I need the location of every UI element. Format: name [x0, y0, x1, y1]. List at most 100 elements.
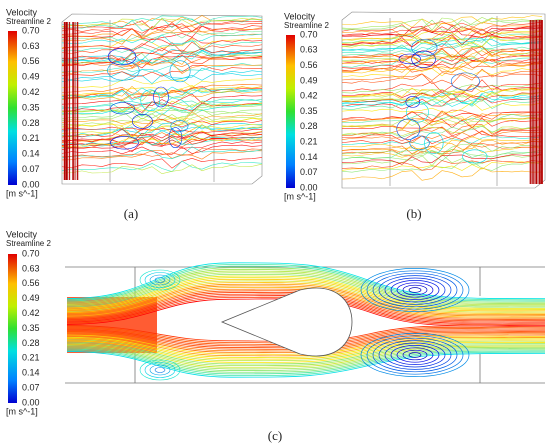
vortex [409, 135, 430, 151]
legend-subtitle: Streamline 2 [6, 239, 51, 248]
streamline [341, 47, 543, 58]
channel [65, 262, 546, 384]
colorbar-tick-label: 0.14 [22, 149, 40, 159]
streamline [341, 72, 543, 85]
legend-unit: [m s^-1] [6, 188, 38, 198]
vortex [366, 335, 464, 375]
streamline [341, 30, 543, 41]
streamline [61, 23, 263, 37]
streamline [341, 67, 543, 79]
streamline [66, 341, 546, 365]
streamline [341, 22, 543, 37]
streamline [341, 59, 543, 73]
streamline [61, 84, 263, 95]
colorbar-tick-label: 0.70 [22, 248, 40, 258]
streamline [341, 34, 543, 48]
streamline [66, 278, 546, 312]
colorbar [8, 254, 17, 403]
streamline [341, 154, 543, 167]
streamline [61, 101, 263, 115]
colorbar-tick-label: 0.00 [22, 397, 40, 407]
streamline [341, 36, 543, 48]
vortex [372, 272, 458, 308]
streamline [61, 114, 263, 127]
streamline [61, 100, 263, 113]
streamline [61, 78, 263, 89]
vortex [390, 345, 440, 365]
streamline [61, 37, 263, 52]
streamline [341, 153, 543, 165]
streamline [61, 146, 263, 159]
streamline [61, 33, 263, 44]
streamline [341, 21, 543, 34]
colorbar [8, 31, 17, 185]
streamlines [61, 11, 546, 384]
streamline [61, 124, 263, 138]
corner-vortex [154, 367, 166, 373]
legend-subtitle: Streamline 2 [6, 17, 51, 26]
colorbar-tick-label: 0.42 [22, 308, 40, 318]
streamline [341, 112, 543, 123]
colorbar-tick-label: 0.56 [300, 60, 318, 70]
vortex [405, 96, 420, 108]
streamline [61, 104, 263, 117]
streamline [341, 68, 543, 81]
streamline [61, 122, 263, 137]
streamline [341, 167, 543, 181]
streamline [61, 119, 263, 131]
streamline [341, 130, 543, 144]
colorbar-tick-label: 0.49 [22, 72, 40, 82]
streamline [341, 139, 543, 155]
streamline [342, 51, 543, 64]
colorbar-tick-label: 0.14 [300, 152, 318, 162]
streamline [341, 85, 543, 100]
streamline [61, 15, 263, 29]
streamline [61, 157, 263, 169]
streamline [341, 57, 543, 70]
streamline [61, 47, 263, 61]
streamline [341, 48, 543, 62]
streamline [61, 86, 263, 98]
streamline [61, 101, 263, 113]
vortex [396, 282, 434, 298]
legend-title: Velocity [284, 11, 316, 21]
vortex [360, 333, 470, 377]
streamline [341, 57, 543, 68]
caption: (c) [268, 428, 282, 443]
colorbar-tick-label: 0.35 [22, 323, 40, 333]
streamline [341, 124, 543, 136]
streamline [341, 15, 543, 28]
streamline [341, 17, 543, 31]
streamline [341, 84, 543, 95]
streamline [341, 59, 543, 73]
vortex [402, 284, 428, 296]
streamline [66, 273, 546, 308]
colorbar-tick-label: 0.28 [22, 338, 40, 348]
streamline [61, 57, 263, 68]
colorbar-tick-label: 0.70 [300, 29, 318, 39]
streamline [61, 73, 263, 84]
colorbar-tick-label: 0.63 [300, 45, 318, 55]
colorbar-tick-label: 0.21 [22, 133, 40, 143]
streamline [341, 17, 543, 31]
vortex [390, 280, 440, 300]
streamline [66, 282, 546, 314]
streamline [61, 163, 263, 175]
colorbar-tick-label: 0.42 [300, 91, 318, 101]
streamline [341, 117, 543, 127]
streamline [61, 136, 263, 147]
vortex [406, 101, 429, 123]
colorbar-tick-label: 0.56 [22, 278, 40, 288]
streamline [341, 110, 543, 122]
vortex [107, 47, 137, 66]
streamline [61, 41, 263, 54]
corner-vortex [139, 269, 181, 291]
streamline [61, 150, 263, 161]
streamline [61, 128, 263, 139]
streamline [66, 267, 546, 303]
vortex [107, 60, 140, 81]
colorbar-tick-label: 0.07 [22, 164, 40, 174]
streamline [66, 342, 546, 367]
colorbar-tick-label: 0.28 [300, 121, 318, 131]
